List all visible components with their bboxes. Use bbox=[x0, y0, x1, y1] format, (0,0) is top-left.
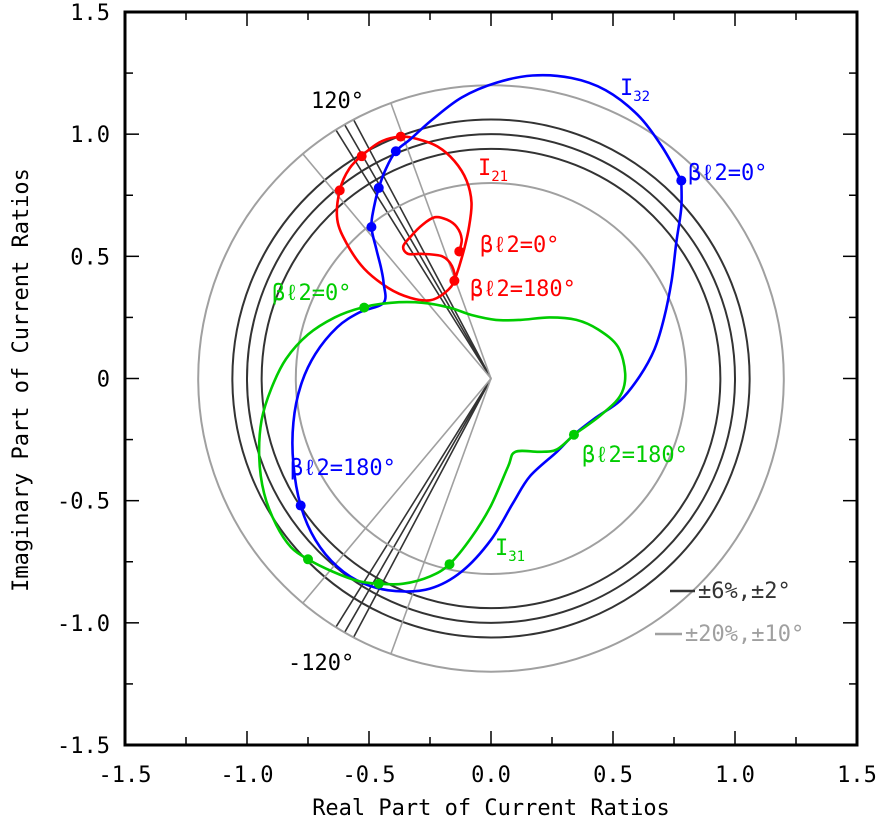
tolerance-radial-line bbox=[390, 378, 492, 655]
green-beta-0-label: βℓ2=0° bbox=[272, 281, 351, 306]
angle-120-label: 120° bbox=[311, 89, 364, 114]
y-tick-label: -1.0 bbox=[57, 612, 110, 637]
tolerance-radial-line bbox=[390, 102, 492, 379]
data-point-i31 bbox=[373, 578, 384, 589]
series-layer bbox=[257, 73, 683, 593]
y-tick-label: -1.5 bbox=[57, 734, 110, 759]
series-line-i31 bbox=[257, 300, 627, 586]
x-tick-label: 1.5 bbox=[837, 763, 877, 788]
tolerance-circle bbox=[231, 118, 751, 639]
legend-loose-label: ±20%,±10° bbox=[685, 622, 804, 647]
y-tick-label: 0.5 bbox=[70, 245, 110, 270]
data-point-i21 bbox=[356, 151, 367, 162]
marker-layer bbox=[295, 131, 687, 589]
x-axis-title: Real Part of Current Ratios bbox=[312, 796, 670, 821]
tolerance-radial-line bbox=[302, 377, 492, 604]
tolerance-layer bbox=[197, 84, 785, 673]
y-tick-label: 1.5 bbox=[70, 1, 110, 26]
x-tick-label: 0.0 bbox=[471, 763, 511, 788]
data-point-i32 bbox=[373, 182, 384, 193]
data-point-i21 bbox=[334, 185, 345, 196]
tolerance-circle bbox=[246, 133, 736, 624]
green-beta-180-label: βℓ2=180° bbox=[582, 443, 688, 468]
data-point-i31 bbox=[303, 554, 313, 565]
series-line-i21 bbox=[335, 135, 473, 302]
data-point-i21 bbox=[454, 246, 465, 257]
y-tick-label: -0.5 bbox=[57, 490, 110, 515]
red-beta-0-label: βℓ2=0° bbox=[480, 233, 559, 258]
tolerance-circle bbox=[260, 147, 722, 610]
x-tick-label: 1.0 bbox=[715, 763, 755, 788]
tolerance-radial-line bbox=[335, 378, 492, 628]
data-point-i32 bbox=[295, 500, 306, 511]
data-point-i32 bbox=[676, 175, 687, 186]
y-axis-title: Imaginary Part of Current Ratios bbox=[9, 168, 34, 592]
data-point-i32 bbox=[390, 146, 401, 157]
data-point-i21 bbox=[395, 131, 406, 142]
data-point-i31 bbox=[359, 302, 370, 313]
tick-label-layer: -1.5 -1.5 -1.0 -1.0 -0.5 -0.5 0.0 0 0.5 0.5 1.0 1.0… bbox=[57, 1, 877, 788]
y-tick-label: 0 bbox=[97, 368, 110, 393]
tolerance-radial-line bbox=[352, 378, 492, 638]
x-tick-label: -1.5 bbox=[99, 763, 152, 788]
red-beta-180-label: βℓ2=180° bbox=[470, 277, 576, 302]
x-tick-label: -0.5 bbox=[343, 763, 396, 788]
y-tick-label: 1.0 bbox=[70, 123, 110, 148]
x-tick-label: 0.5 bbox=[593, 763, 633, 788]
blue-beta-180-label: βℓ2=180° bbox=[290, 456, 396, 481]
data-point-i32 bbox=[366, 222, 377, 233]
tolerance-circle bbox=[294, 182, 688, 575]
legend-tight-label: ±6%,±2° bbox=[698, 579, 791, 604]
tolerance-radial-line bbox=[343, 378, 492, 633]
angle-neg120-label: -120° bbox=[288, 651, 354, 676]
tolerance-radial-line bbox=[302, 153, 492, 380]
data-point-i31 bbox=[444, 559, 455, 570]
blue-beta-0-label: βℓ2=0° bbox=[688, 161, 767, 186]
data-point-i31 bbox=[568, 429, 579, 440]
x-tick-label: -1.0 bbox=[221, 763, 274, 788]
tick-layer bbox=[124, 11, 858, 746]
tolerance-radial-line bbox=[352, 119, 492, 379]
tolerance-radial-line bbox=[343, 124, 492, 379]
data-point-i21 bbox=[449, 275, 460, 286]
